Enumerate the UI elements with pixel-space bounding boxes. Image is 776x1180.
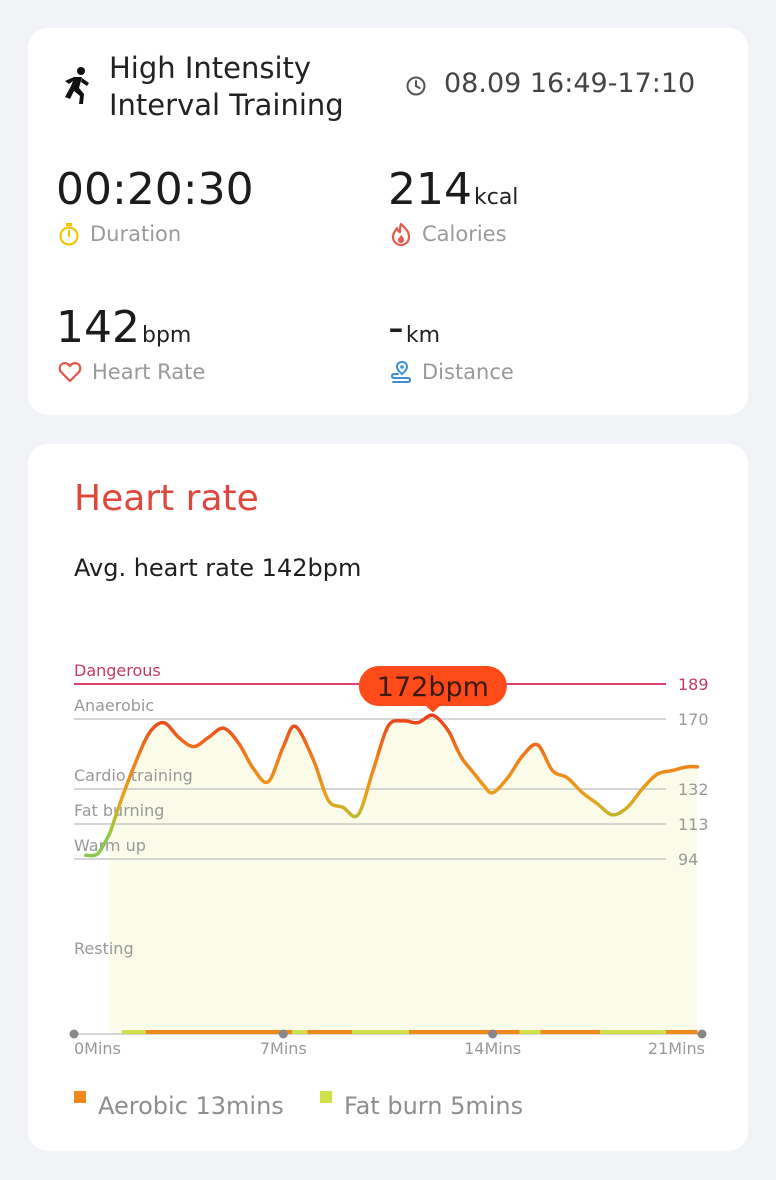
zone-threshold-fat-burning: 113 [678,815,709,834]
stopwatch-icon [59,223,79,246]
zone-bar-segment [519,1030,541,1034]
x-tick-label: 21Mins [648,1039,705,1058]
x-tick-label: 14Mins [464,1039,521,1058]
x-tick-dot [697,1029,707,1039]
legend-fat-burn-swatch [320,1091,332,1103]
zone-bar-segment [666,1030,698,1034]
route-pin-icon [390,360,412,383]
zone-bar-segment [352,1030,409,1034]
distance-label: Distance [390,360,514,384]
calories-value: 214kcal [388,164,519,215]
workout-summary-card: High Intensity Interval Training 08.09 1… [28,28,748,415]
hr-line [108,713,700,835]
zone-label-anaerobic: Anaerobic [74,696,154,715]
zone-bar-segment [145,1030,293,1034]
zone-threshold-dangerous: 189 [678,675,709,694]
x-tick-dot [69,1029,79,1039]
chart-area-fill [109,715,698,1034]
peak-badge [358,666,507,706]
distance-value: -km [388,302,441,353]
zone-bar-segment [600,1030,667,1034]
heart-rate-chart: Dangerous 189 Anaerobic 170 Cardio training 1… [69,661,709,1058]
zone-label-cardio-training: Cardio training [74,766,193,785]
average-heart-rate: Avg. heart rate 142bpm [74,554,362,582]
flame-icon [391,222,411,246]
zone-label-resting: Resting [74,939,134,958]
legend-aerobic-swatch [74,1091,86,1103]
legend-fat-burn: Fat burn 5mins [320,1091,523,1120]
heart-rate-title: Heart rate [74,478,259,519]
x-tick-dot [488,1029,498,1039]
zone-threshold-anaerobic: 170 [678,710,709,729]
heart-rate-card: Heart rate Avg. heart rate 142bpm Danger… [28,444,748,1151]
x-tick-dot [278,1029,288,1039]
running-person-icon [65,67,89,104]
peak-label: 172bpm [377,672,489,703]
zone-bar-segment [408,1030,520,1034]
duration-label: Duration [58,222,181,246]
duration-value: 00:20:30 [56,164,254,215]
hr-line-warmup [84,831,112,858]
heart-rate-value: 142bpm [56,302,192,353]
zone-threshold-warm-up: 94 [678,850,698,869]
x-tick-label: 7Mins [260,1039,307,1058]
zone-label-warm-up: Warm up [74,836,146,855]
clock-icon [406,76,426,96]
peak-pointer [424,705,441,713]
zone-threshold-cardio-training: 132 [678,780,709,799]
calories-label: Calories [390,222,507,246]
zone-bar-segment [121,1030,146,1034]
workout-time-range: 08.09 16:49-17:10 [444,68,696,99]
zone-label-dangerous: Dangerous [74,661,161,680]
heart-rate-label: Heart Rate [58,360,205,384]
heart-icon [58,362,82,383]
zone-bar-segment [292,1030,308,1034]
legend-aerobic: Aerobic 13mins [74,1091,284,1120]
zone-bar-segment [540,1030,601,1034]
zone-bar-segment [307,1030,353,1034]
workout-title: High Intensity Interval Training [109,51,344,122]
x-tick-label: 0Mins [74,1039,121,1058]
